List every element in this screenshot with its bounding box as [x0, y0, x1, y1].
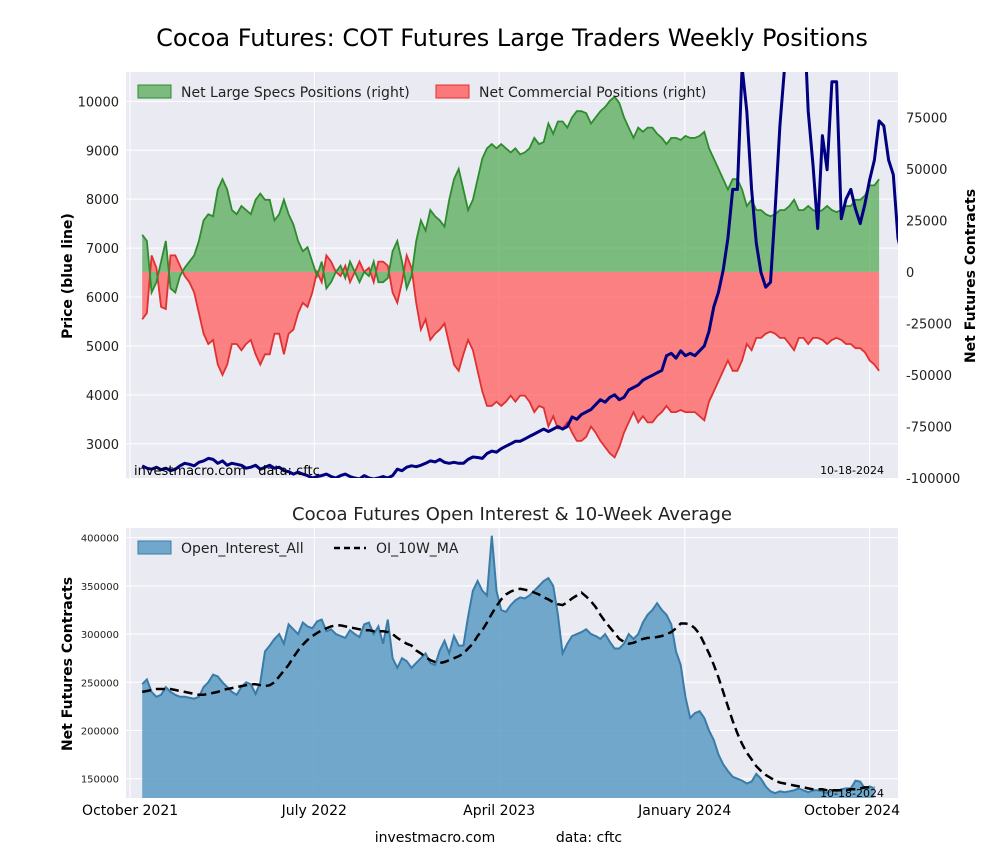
footer-site: investmacro.com	[375, 830, 495, 846]
top-right-tick-label: -100000	[906, 472, 960, 487]
top-right-tick-label: 75000	[906, 111, 947, 126]
legend-label-specs: Net Large Specs Positions (right)	[181, 85, 410, 101]
top-price-line	[141, 72, 898, 478]
bottom-left-tick-label: 150000	[81, 775, 119, 786]
top-date-stamp: 10-18-2024	[820, 464, 884, 477]
footer-source: data: cftc	[556, 830, 622, 846]
legend-swatch-oi	[137, 540, 172, 555]
bottom-left-tick-label: 200000	[81, 727, 119, 738]
bottom-panel: 150000 200000 250000 300000 350000 400000 Oct…	[60, 528, 900, 819]
oi-area	[142, 535, 875, 798]
legend-swatch-specs	[137, 84, 172, 99]
top-left-tick-label: 4000	[86, 389, 119, 404]
top-watermark: investmacro.com data: cftc	[134, 464, 320, 479]
top-right-tick-label: 25000	[906, 214, 947, 229]
top-right-tick-label: -75000	[906, 420, 952, 435]
bottom-legend: Open_Interest_All OI_10W_MA	[137, 540, 459, 557]
commercial-line	[141, 252, 880, 459]
bottom-left-ticks: 150000 200000 250000 300000 350000 400000	[81, 534, 119, 786]
top-left-tick-label: 5000	[86, 340, 119, 355]
top-panel: 3000 4000 5000 6000 7000 8000 9000 10000 -10000…	[60, 72, 979, 487]
specs-line	[141, 95, 880, 296]
bottom-left-axis-label: Net Futures Contracts	[60, 577, 76, 751]
bottom-x-tick-label: April 2023	[463, 803, 535, 819]
bottom-date-stamp: 10-18-2024	[820, 787, 884, 800]
top-left-axis-label: Price (blue line)	[60, 213, 76, 339]
top-position-areas	[141, 95, 880, 459]
top-left-tick-label: 7000	[86, 242, 119, 257]
top-right-tick-label: 50000	[906, 163, 947, 178]
specs-area	[142, 96, 880, 293]
bottom-oi-area	[141, 535, 875, 798]
bottom-x-tick-label: January 2024	[637, 803, 731, 819]
bottom-panel-title: Cocoa Futures Open Interest & 10-Week Av…	[292, 504, 732, 525]
top-right-tick-label: -50000	[906, 369, 952, 384]
price-line	[141, 72, 898, 478]
chart-title: Cocoa Futures: COT Futures Large Traders…	[156, 24, 868, 52]
commercial-area	[142, 255, 880, 458]
top-left-tick-label: 8000	[86, 193, 119, 208]
top-left-tick-label: 10000	[78, 95, 119, 110]
ma-line	[141, 587, 875, 792]
top-right-axis-label: Net Futures Contracts	[963, 189, 979, 363]
bottom-x-ticks: October 2021 July 2022 April 2023 January 2…	[82, 803, 900, 819]
legend-label-commercial: Net Commercial Positions (right)	[479, 85, 706, 101]
bottom-ma-line	[141, 587, 875, 792]
top-legend: Net Large Specs Positions (right) Net Co…	[137, 84, 706, 101]
bottom-left-tick-label: 250000	[81, 678, 119, 689]
bottom-left-tick-label: 300000	[81, 630, 119, 641]
top-right-tick-label: 0	[906, 266, 914, 281]
top-left-ticks: 3000 4000 5000 6000 7000 8000 9000 10000	[78, 95, 119, 452]
legend-label-ma: OI_10W_MA	[376, 541, 459, 557]
bottom-x-tick-label: October 2021	[82, 803, 178, 819]
legend-label-oi: Open_Interest_All	[181, 541, 304, 557]
oi-line	[141, 535, 875, 795]
bottom-x-tick-label: October 2024	[804, 803, 900, 819]
bottom-left-tick-label: 400000	[81, 534, 119, 545]
top-right-ticks: -100000 -75000 -50000 -25000 0 25000 50000 7500…	[906, 111, 960, 487]
top-left-tick-label: 3000	[86, 438, 119, 453]
top-right-tick-label: -25000	[906, 317, 952, 332]
legend-swatch-commercial	[435, 84, 470, 99]
top-left-tick-label: 9000	[86, 144, 119, 159]
top-left-tick-label: 6000	[86, 291, 119, 306]
bottom-x-tick-label: July 2022	[281, 803, 347, 819]
bottom-left-tick-label: 350000	[81, 582, 119, 593]
